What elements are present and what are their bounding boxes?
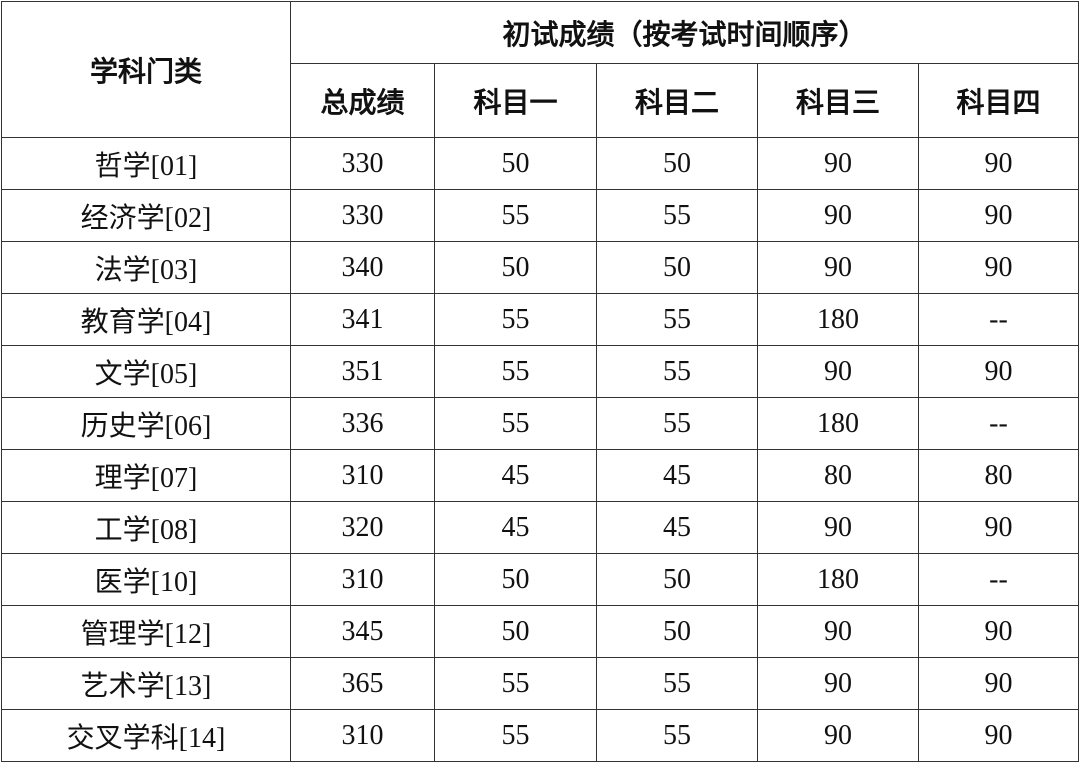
score-cell: 55 [596,397,758,450]
score-cell: -- [918,397,1079,450]
score-cell: 90 [757,709,919,762]
category-cell: 管理学[12] [1,605,291,658]
table-row: 哲学[01] 330 50 50 90 90 [1,137,1079,190]
score-cell: 90 [918,241,1079,294]
score-cell: 351 [290,345,435,398]
table-row: 文学[05] 351 55 55 90 90 [1,345,1079,398]
score-cell: 365 [290,657,435,710]
score-cell: 90 [757,605,919,658]
category-cell: 交叉学科[14] [1,709,291,762]
score-cell: 50 [596,553,758,606]
score-cell: -- [918,293,1079,346]
score-cell: 55 [596,293,758,346]
table-row: 管理学[12] 345 50 50 90 90 [1,605,1079,658]
score-cell: 50 [434,241,597,294]
score-cell: 310 [290,449,435,502]
header-column: 科目三 [757,63,919,138]
category-cell: 哲学[01] [1,137,291,190]
table-row: 经济学[02] 330 55 55 90 90 [1,189,1079,242]
score-cell: 45 [596,449,758,502]
table-row: 工学[08] 320 45 45 90 90 [1,501,1079,554]
score-cell: 55 [434,189,597,242]
score-cell: 45 [434,501,597,554]
score-cell: 50 [596,605,758,658]
header-column: 总成绩 [290,63,435,138]
score-cell: 180 [757,553,919,606]
header-column: 科目一 [434,63,597,138]
table-row: 艺术学[13] 365 55 55 90 90 [1,657,1079,710]
score-cell: 180 [757,293,919,346]
score-cell: 90 [757,241,919,294]
category-cell: 理学[07] [1,449,291,502]
category-cell: 历史学[06] [1,397,291,450]
score-cell: 80 [757,449,919,502]
score-cell: 50 [434,553,597,606]
score-cell: 90 [757,137,919,190]
score-cell: 55 [596,345,758,398]
score-cell: 55 [596,709,758,762]
score-cell: 90 [757,345,919,398]
table-row: 理学[07] 310 45 45 80 80 [1,449,1079,502]
score-cell: 90 [918,345,1079,398]
category-cell: 艺术学[13] [1,657,291,710]
header-category: 学科门类 [1,1,291,138]
score-cell: 50 [596,241,758,294]
score-cell: 345 [290,605,435,658]
table-row: 法学[03] 340 50 50 90 90 [1,241,1079,294]
score-cell: 90 [757,501,919,554]
header-column: 科目二 [596,63,758,138]
score-cell: 90 [918,501,1079,554]
score-cell: 55 [434,293,597,346]
score-cell: 55 [434,345,597,398]
score-cell: 330 [290,189,435,242]
score-cell: 340 [290,241,435,294]
table-row: 教育学[04] 341 55 55 180 -- [1,293,1079,346]
score-cell: 336 [290,397,435,450]
score-cell: 330 [290,137,435,190]
category-cell: 法学[03] [1,241,291,294]
score-cell: 180 [757,397,919,450]
score-cell: 90 [757,189,919,242]
table-row: 历史学[06] 336 55 55 180 -- [1,397,1079,450]
score-cell: 55 [434,657,597,710]
score-cell: 50 [434,605,597,658]
score-cell: 320 [290,501,435,554]
score-cell: -- [918,553,1079,606]
score-cell: 90 [918,137,1079,190]
category-cell: 文学[05] [1,345,291,398]
score-cell: 55 [596,189,758,242]
score-cell: 310 [290,709,435,762]
table-row: 交叉学科[14] 310 55 55 90 90 [1,709,1079,762]
category-cell: 工学[08] [1,501,291,554]
score-cell: 310 [290,553,435,606]
score-cell: 45 [596,501,758,554]
score-cell: 90 [757,657,919,710]
score-cell: 45 [434,449,597,502]
category-cell: 教育学[04] [1,293,291,346]
category-cell: 经济学[02] [1,189,291,242]
score-cell: 50 [596,137,758,190]
score-cell: 90 [918,657,1079,710]
header-column: 科目四 [918,63,1079,138]
score-cell: 55 [434,709,597,762]
score-cell: 90 [918,605,1079,658]
score-cell: 50 [434,137,597,190]
header-group: 初试成绩（按考试时间顺序） [290,1,1079,64]
score-cell: 80 [918,449,1079,502]
score-cell: 55 [434,397,597,450]
category-cell: 医学[10] [1,553,291,606]
table-row: 医学[10] 310 50 50 180 -- [1,553,1079,606]
score-cell: 90 [918,189,1079,242]
score-cell: 90 [918,709,1079,762]
score-cell: 341 [290,293,435,346]
score-cell: 55 [596,657,758,710]
